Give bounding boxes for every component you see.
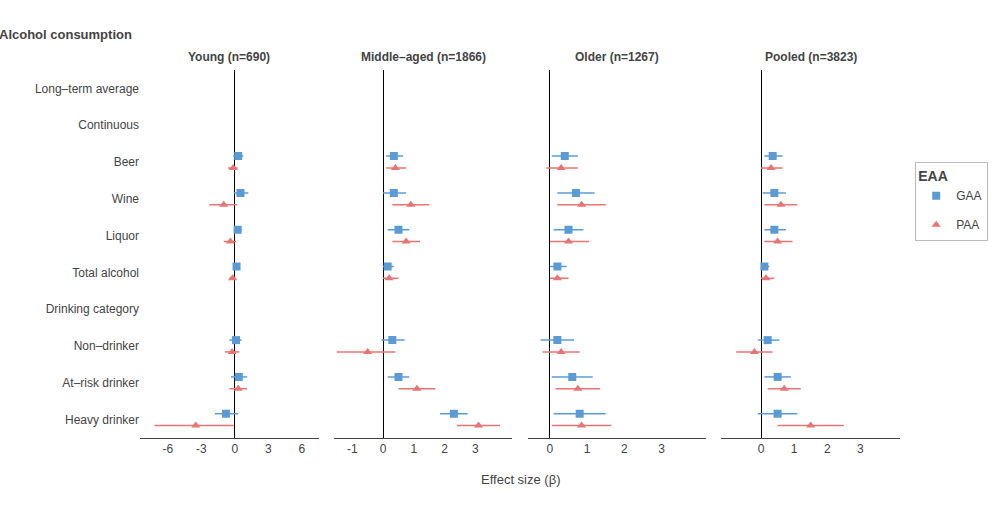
svg-text:-1: -1 [347,442,358,456]
svg-text:3: 3 [857,442,864,456]
svg-text:Total alcohol: Total alcohol [72,266,139,280]
svg-text:Alcohol consumption: Alcohol consumption [0,27,132,42]
svg-text:2: 2 [621,442,628,456]
svg-text:1: 1 [584,442,591,456]
svg-text:3: 3 [265,442,272,456]
svg-text:0: 0 [380,442,387,456]
svg-text:0: 0 [547,442,554,456]
svg-text:Long–term average: Long–term average [35,82,139,96]
svg-text:Liquor: Liquor [106,229,139,243]
svg-text:3: 3 [472,442,479,456]
svg-text:0: 0 [232,442,239,456]
svg-text:Continuous: Continuous [78,118,139,132]
svg-text:PAA: PAA [956,218,979,232]
svg-text:2: 2 [441,442,448,456]
svg-text:Older (n=1267): Older (n=1267) [575,50,659,64]
svg-text:-6: -6 [163,442,174,456]
svg-text:Heavy drinker: Heavy drinker [65,413,139,427]
svg-text:1: 1 [791,442,798,456]
svg-text:2: 2 [824,442,831,456]
svg-text:Non–drinker: Non–drinker [74,339,139,353]
svg-text:1: 1 [411,442,418,456]
svg-text:At–risk drinker: At–risk drinker [62,376,139,390]
svg-text:EAA: EAA [918,168,948,184]
svg-text:Middle–aged (n=1866): Middle–aged (n=1866) [361,50,486,64]
svg-text:6: 6 [299,442,306,456]
svg-text:Drinking category: Drinking category [46,302,139,316]
svg-text:Effect size (β): Effect size (β) [481,472,560,487]
svg-text:0: 0 [758,442,765,456]
svg-text:Young (n=690): Young (n=690) [188,50,270,64]
svg-text:Beer: Beer [114,155,139,169]
svg-text:GAA: GAA [956,189,981,203]
svg-text:Wine: Wine [112,192,140,206]
svg-text:3: 3 [658,442,665,456]
svg-text:-3: -3 [196,442,207,456]
svg-text:Pooled (n=3823): Pooled (n=3823) [765,50,857,64]
